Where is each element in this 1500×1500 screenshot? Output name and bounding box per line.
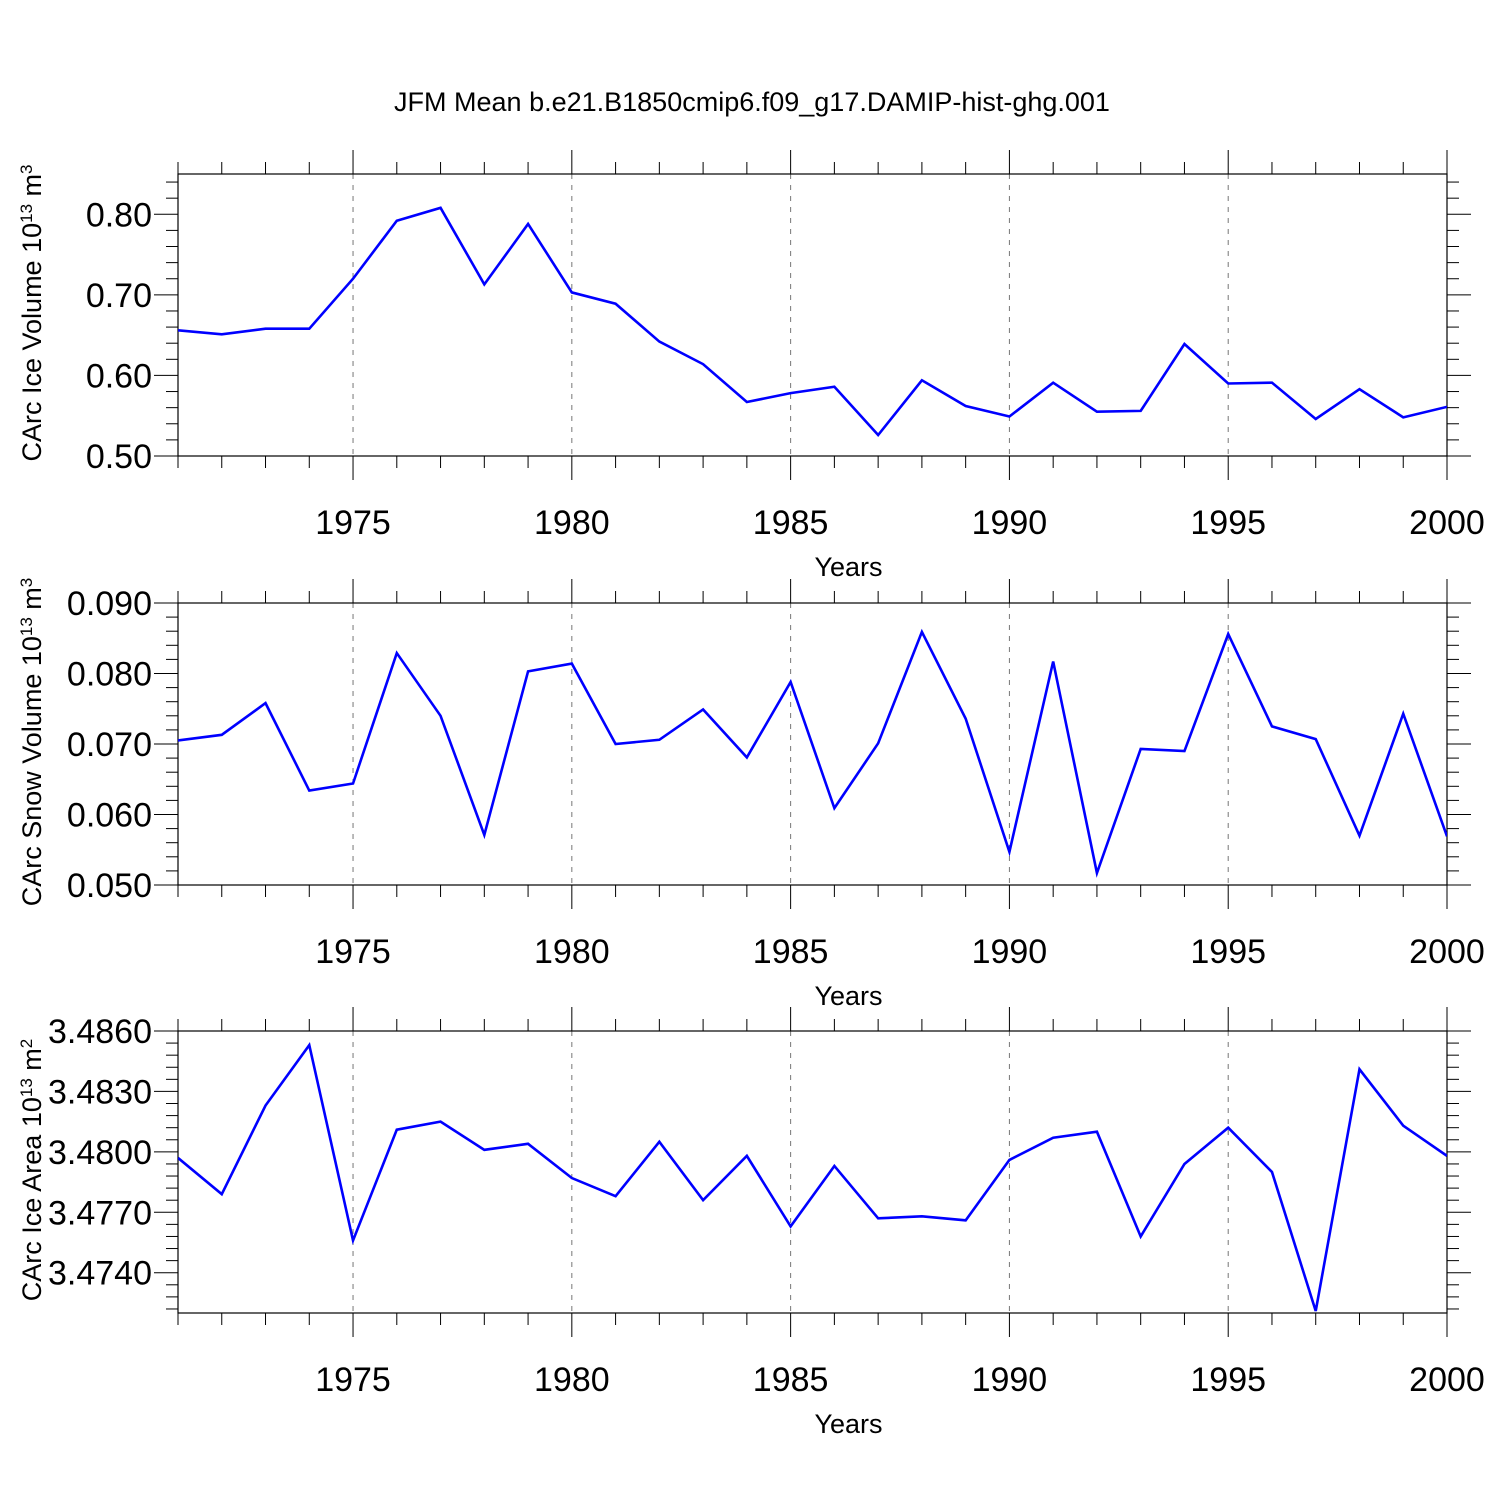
y-tick-label: 3.4830 bbox=[48, 1073, 152, 1111]
chart-panels: 0.50 0.60 0.70 0.80 1975 1980 1985 1990 1995 2000… bbox=[17, 150, 1485, 1439]
y-tick-label: 0.70 bbox=[86, 277, 152, 315]
y-tick-label: 3.4740 bbox=[48, 1255, 152, 1293]
plot-frame bbox=[177, 1030, 1448, 1314]
series-line bbox=[178, 1042, 1447, 1312]
x-tick-label: 1975 bbox=[315, 504, 391, 542]
x-axis-label: Years bbox=[814, 552, 882, 582]
x-tick-label: 1995 bbox=[1190, 933, 1266, 971]
x-tick-label: 2000 bbox=[1409, 504, 1485, 542]
x-tick-label: 1975 bbox=[315, 933, 391, 971]
chart-title: JFM Mean b.e21.B1850cmip6.f09_g17.DAMIP-… bbox=[394, 87, 1110, 117]
x-tick-label: 1980 bbox=[534, 933, 610, 971]
y-axis-label: CArc Snow Volume 1013 m3 bbox=[17, 578, 48, 907]
panel-1: 0.50 0.60 0.70 0.80 1975 1980 1985 1990 1995 2000… bbox=[17, 150, 1485, 582]
series-line bbox=[178, 628, 1447, 878]
x-tick-label: 1990 bbox=[972, 1361, 1048, 1399]
y-tick-label: 3.4770 bbox=[48, 1194, 152, 1232]
x-tick-label: 1980 bbox=[534, 1361, 610, 1399]
x-tick-label: 1980 bbox=[534, 504, 610, 542]
y-axis-label: CArc Ice Area 1013 m2 bbox=[17, 1039, 48, 1302]
y-tick-label: 0.60 bbox=[86, 357, 152, 395]
plot-frame bbox=[177, 602, 1448, 886]
x-tick-label: 1975 bbox=[315, 1361, 391, 1399]
y-axis-label: CArc Ice Volume 1013 m3 bbox=[17, 164, 48, 461]
x-tick-label: 2000 bbox=[1409, 1361, 1485, 1399]
x-tick-label: 1985 bbox=[753, 933, 829, 971]
y-tick-label: 0.060 bbox=[67, 797, 152, 835]
x-axis-label: Years bbox=[814, 1409, 882, 1439]
y-tick-label: 3.4800 bbox=[48, 1134, 152, 1172]
y-tick-label: 0.090 bbox=[67, 585, 152, 623]
x-axis-label: Years bbox=[814, 981, 882, 1011]
x-tick-label: 1985 bbox=[753, 1361, 829, 1399]
panel-2: 0.050 0.060 0.070 0.080 0.090 1975 1980 1985 199… bbox=[17, 578, 1485, 1011]
x-tick-label: 1985 bbox=[753, 504, 829, 542]
y-tick-label: 0.050 bbox=[67, 867, 152, 905]
x-tick-label: 2000 bbox=[1409, 933, 1485, 971]
y-tick-label: 0.080 bbox=[67, 656, 152, 694]
plot-frame bbox=[177, 173, 1448, 457]
x-tick-label: 1995 bbox=[1190, 1361, 1266, 1399]
x-tick-label: 1995 bbox=[1190, 504, 1266, 542]
series-line bbox=[178, 206, 1447, 438]
y-tick-label: 0.80 bbox=[86, 196, 152, 234]
x-tick-label: 1990 bbox=[972, 933, 1048, 971]
y-tick-label: 0.50 bbox=[86, 438, 152, 476]
x-tick-label: 1990 bbox=[972, 504, 1048, 542]
panel-3: 3.4740 3.4770 3.4800 3.4830 3.4860 1975 1980 19… bbox=[17, 1007, 1485, 1439]
y-tick-label: 3.4860 bbox=[48, 1013, 152, 1051]
y-tick-label: 0.070 bbox=[67, 726, 152, 764]
